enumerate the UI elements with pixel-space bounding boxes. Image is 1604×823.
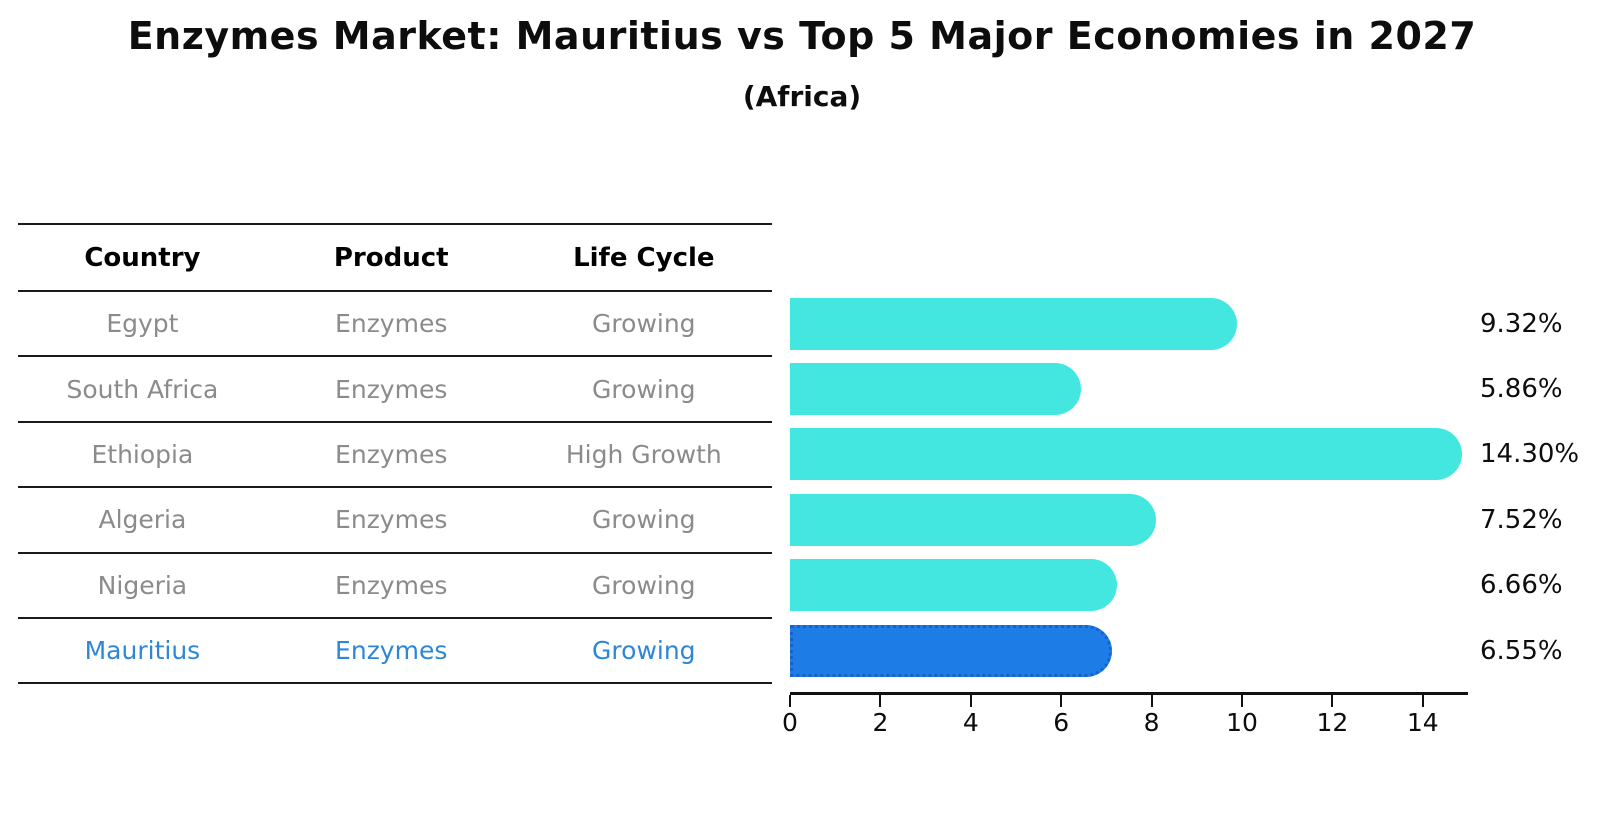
bar-south-africa (790, 362, 1081, 415)
x-tick (1331, 695, 1334, 707)
bar-egypt (790, 297, 1238, 350)
cell-country: South Africa (66, 374, 219, 404)
bar-algeria (790, 493, 1156, 546)
x-tick (1060, 695, 1063, 707)
x-tick-label: 0 (782, 708, 798, 737)
table-row-mauritius: Mauritius Enzymes Growing (18, 619, 772, 685)
value-label-nigeria: 6.66% (1480, 570, 1563, 601)
cell-product: Enzymes (335, 374, 448, 404)
x-tick (1241, 695, 1243, 707)
cell-country: Algeria (98, 505, 187, 535)
cell-product: Enzymes (335, 570, 448, 600)
cell-product: Enzymes (335, 439, 448, 469)
table-row-egypt: Egypt Enzymes Growing (18, 292, 772, 358)
cell-life-cycle: Growing (592, 374, 696, 404)
bar-ethiopia (790, 428, 1463, 481)
cell-life-cycle: Growing (592, 570, 696, 600)
x-tick (1421, 695, 1424, 707)
cell-life-cycle: Growing (592, 505, 696, 535)
cell-product: Enzymes (335, 636, 448, 666)
table-row-south-africa: South Africa Enzymes Growing (18, 357, 772, 423)
column-header-country: Country (84, 242, 201, 273)
chart-title: Enzymes Market: Mauritius vs Top 5 Major… (127, 14, 1477, 58)
table-header-row: Country Product Life Cycle (18, 225, 772, 292)
x-tick (1150, 695, 1153, 707)
table-row-algeria: Algeria Enzymes Growing (18, 488, 772, 554)
x-tick-label: 10 (1226, 708, 1258, 737)
x-tick (789, 695, 791, 707)
x-tick-label: 12 (1316, 708, 1349, 737)
x-tick-label: 2 (872, 708, 889, 737)
x-tick-label: 8 (1143, 708, 1160, 737)
chart-subtitle: (Africa) (742, 80, 862, 113)
bar-nigeria (790, 559, 1118, 612)
x-tick-label: 6 (1053, 708, 1070, 737)
table-row-nigeria: Nigeria Enzymes Growing (18, 554, 772, 619)
x-tick-label: 4 (962, 708, 979, 737)
cell-country: Nigeria (97, 570, 188, 600)
cell-country: Mauritius (84, 636, 201, 666)
x-tick (969, 695, 972, 707)
cell-country: Egypt (106, 309, 179, 339)
x-tick (879, 695, 882, 707)
cell-life-cycle: Growing (592, 309, 696, 339)
value-label-mauritius: 6.55% (1480, 635, 1563, 666)
cell-life-cycle: Growing (592, 636, 696, 666)
cell-product: Enzymes (335, 309, 448, 339)
value-label-south-africa: 5.86% (1480, 373, 1563, 404)
column-header-product: Product (333, 242, 449, 273)
cell-country: Ethiopia (91, 439, 194, 469)
value-label-egypt: 9.32% (1480, 308, 1563, 339)
bar-mauritius (790, 624, 1113, 677)
column-header-life-cycle: Life Cycle (573, 242, 715, 273)
value-label-algeria: 7.52% (1480, 504, 1563, 535)
value-label-ethiopia: 14.30% (1480, 439, 1580, 470)
cell-product: Enzymes (335, 505, 448, 535)
table-row-ethiopia: Ethiopia Enzymes High Growth (18, 423, 772, 489)
x-tick-label: 14 (1406, 708, 1439, 737)
x-axis-line (790, 692, 1468, 695)
country-table: Country Product Life Cycle Egypt Enzymes… (18, 223, 772, 685)
cell-life-cycle: High Growth (565, 439, 722, 469)
